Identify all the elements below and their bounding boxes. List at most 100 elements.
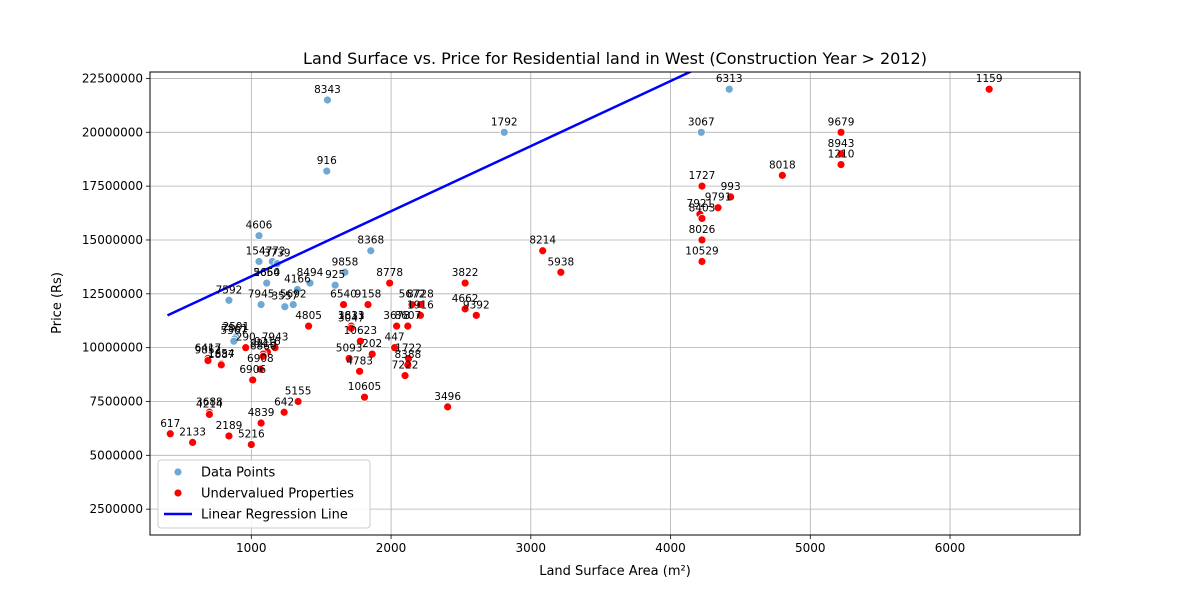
axis-ticks: 1000 2000 3000 4000 5000 6000 2500000 5000000 75… [82,71,965,555]
point-label: 8368 [357,235,384,247]
point-label: 8018 [769,159,796,171]
point-label: 1916 [407,299,434,311]
point-label: 9858 [332,256,359,268]
point-label: 3739 [264,248,291,260]
point-label: 9158 [355,289,382,301]
undervalued-point [255,364,265,374]
y-tick-label: 17500000 [82,179,143,193]
x-tick-label: 5000 [795,541,826,555]
undervalued-point [400,371,410,381]
undervalued-point [360,392,369,402]
point-label: 1654 [208,348,235,360]
y-tick-label: 12500000 [82,287,143,301]
data-point [293,285,302,294]
data-point [322,166,332,176]
data-point [323,95,332,105]
point-label: 1727 [689,170,716,182]
y-tick-label: 20000000 [82,125,143,139]
undervalued-point [697,181,707,191]
point-label: 3557 [271,291,298,303]
data-point [224,295,234,305]
regression-line [166,72,693,317]
undervalued-point [256,418,266,428]
undervalued-point [304,321,314,331]
point-label: 617 [160,418,180,430]
point-label: 8607 [394,310,421,322]
point-label: 4606 [246,220,273,232]
undervalued-point [726,192,736,202]
undervalued-point [270,343,280,353]
undervalued-point [339,300,348,309]
undervalued-point [984,84,994,94]
point-label: 5692 [280,289,307,301]
legend-dot-swatch [173,488,183,498]
undervalued-point [777,170,787,180]
point-label: 5672 [399,289,426,301]
point-label: 3822 [452,267,479,279]
undervalued-point [443,402,453,412]
data-points [165,84,994,449]
y-axis-label: Price (Rs) [50,272,65,334]
chart-title: Land Surface vs. Price for Residential l… [303,49,927,68]
data-point [305,278,315,288]
point-label: 8728 [407,289,434,301]
point-label: 7943 [262,332,289,344]
point-label: 6313 [716,73,743,85]
undervalued-point [204,410,214,419]
undervalued-point [390,343,399,353]
point-label: 9213 [250,338,277,350]
point-label: 2133 [179,426,206,438]
point-label: 6417 [195,342,222,354]
point-label: 4805 [295,310,322,322]
point-label: 10605 [348,381,381,393]
point-label: 8494 [297,267,324,279]
undervalued-point [392,321,402,331]
data-point [288,300,298,309]
undervalued-point [836,149,846,159]
data-point [229,336,239,346]
point-label: 3047 [338,312,365,324]
x-tick-label: 1000 [236,541,267,555]
regression-line-layer [166,72,693,317]
undervalued-point [279,407,289,417]
data-point [340,267,350,277]
x-tick-label: 6000 [935,541,966,555]
undervalued-point [346,323,356,333]
undervalued-point [460,304,470,314]
grid [150,72,1080,535]
undervalued-point [697,235,707,245]
undervalued-point [836,127,846,137]
point-label: 4839 [248,407,275,419]
point-label: 447 [385,332,405,344]
point-label: 7945 [248,289,275,301]
undervalued-point [836,160,846,170]
data-point [256,300,266,309]
undervalued-point [248,375,258,385]
point-label: 290 [236,332,256,344]
point-label: 1210 [828,149,855,161]
x-tick-label: 3000 [516,541,547,555]
undervalued-point [188,437,198,447]
point-label: 6908 [247,353,274,365]
undervalued-point [165,429,175,439]
legend-dot-swatch [173,467,183,477]
point-label: 8388 [394,349,421,361]
point-label: 4166 [284,274,311,286]
point-label: 2591 [223,321,250,333]
point-label: 4772 [259,246,286,258]
undervalued-point [241,343,251,353]
undervalued-point [224,431,234,441]
point-label: 3496 [434,391,461,403]
point-label: 6540 [330,289,357,301]
undervalued-point [355,336,365,346]
legend-label: Data Points [201,466,275,481]
data-point [280,302,290,312]
point-label: 3067 [688,116,715,128]
point-label: 925 [325,269,345,281]
data-point [262,278,272,288]
undervalued-point [403,321,413,331]
point-label: 9852 [195,345,222,357]
undervalued-point [246,440,256,449]
